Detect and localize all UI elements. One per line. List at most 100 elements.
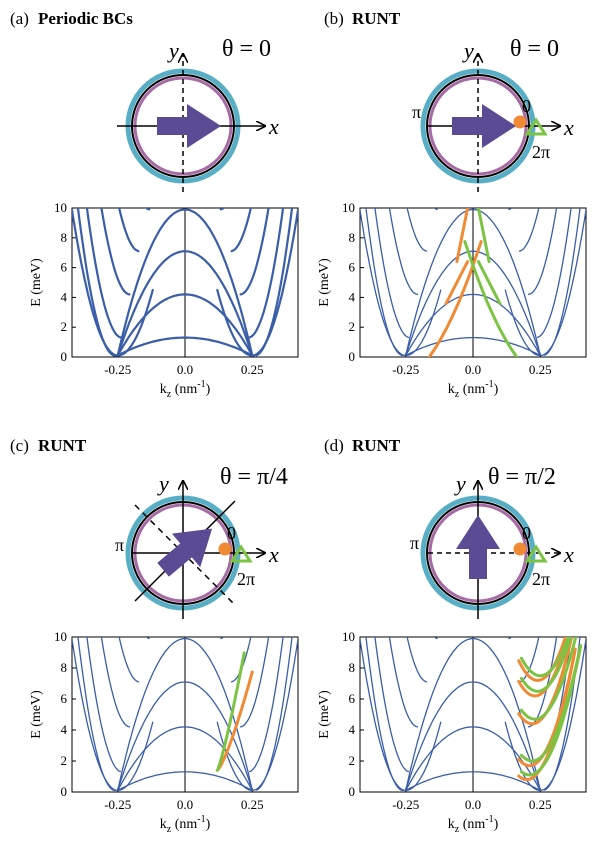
band-wall-left [374,208,410,339]
edge-state-green [519,644,583,763]
x-axis-label: x [563,115,574,140]
y-tick-label: 0 [61,349,68,364]
band-valley [360,209,442,357]
edge-state-orange [455,208,470,264]
panel-c: (c) RUNT θ = π/4 x y π 0 2π [10,436,288,619]
orange-dot-marker [218,542,232,556]
band-wall-right [239,208,270,296]
band-wall-right [248,637,284,773]
edge-state-orange [517,637,568,682]
panel-title: RUNT [38,436,87,455]
y-axis-label: y [167,38,179,63]
y-axis-title: E (meV) [29,258,44,307]
x-tick-label: 0.25 [529,362,552,377]
band-arc [117,771,253,792]
band-wall-right [544,208,581,356]
two-pi-label: 2π [532,142,550,162]
two-pi-label: 2π [237,569,255,589]
y-tick-label: 2 [61,753,68,768]
band-wall-right [527,637,558,728]
y-tick-label: 6 [61,260,68,275]
green-triangle-marker [229,544,253,563]
band-arc [405,771,541,792]
panel-title: Periodic BCs [38,9,133,28]
y-tick-label: 10 [342,200,355,215]
x-axis-label: x [268,542,279,567]
y-axis-title: E (meV) [317,258,332,307]
theta-label: θ = π/4 [220,464,288,490]
magnetization-arrow [157,528,213,577]
band-arc [405,293,541,357]
band-arc [116,336,254,357]
edge-state-green [476,208,491,264]
band-arc [116,250,254,357]
y-tick-label: 6 [61,691,68,706]
panel-title: RUNT [352,436,401,455]
band-wall-right [256,637,293,791]
x-tick-label: 0.25 [529,797,552,812]
y-tick-label: 4 [61,722,68,737]
band-wall-right [527,208,558,296]
x-tick-label: 0.0 [177,362,193,377]
y-tick-label: 10 [342,629,355,644]
edge-state-green [519,637,573,693]
theta-label: θ = π/2 [488,464,556,490]
edge-state-orange [444,260,470,305]
theta-label: θ = 0 [510,36,559,62]
y-tick-label: 2 [61,319,68,334]
band-wall-left [77,637,116,792]
panel-title: RUNT [352,9,401,28]
band-valley [504,638,586,792]
band-arc [117,637,253,792]
x-axis-label: x [268,114,279,139]
band-arc [405,726,541,792]
y-tick-label: 4 [61,289,68,304]
band-wall-right [248,208,285,339]
band-arc [117,681,253,792]
y-tick-label: 4 [349,289,356,304]
y-tick-label: 4 [349,722,356,737]
band-wall-right [518,637,540,683]
edge-state-green [519,637,570,678]
x-tick-label: -0.25 [104,797,131,812]
pi-label: π [115,535,124,555]
band-arc [116,208,254,357]
band-wall-left [406,208,428,252]
band-wall-left [85,208,122,339]
band-wall-right [239,637,270,728]
x-tick-label: 0.25 [241,797,264,812]
band-wall-right [536,208,572,339]
x-axis-title: kz (nm-1) [160,814,211,835]
edge-state-green [519,637,578,721]
x-tick-label: 0.0 [465,362,481,377]
x-axis-title: kz (nm-1) [160,379,211,400]
y-axis-title: E (meV) [317,690,332,739]
green-triangle-marker [524,544,548,563]
x-axis-title: kz (nm-1) [448,814,499,835]
panel-letter: (c) [10,436,29,455]
y-tick-label: 0 [349,349,356,364]
band-arc [405,208,541,357]
zero-label: 0 [522,96,531,116]
y-axis-label: y [157,471,169,496]
band-wall-left [388,637,419,728]
panel-d: (d) RUNT θ = π/2 x y π 0 2π [324,436,574,619]
band-wall-left [374,637,410,773]
band-valley [72,638,154,792]
y-tick-label: 6 [349,260,356,275]
pi-label: π [410,533,419,553]
edge-state-green [476,260,502,305]
y-tick-label: 8 [349,660,356,675]
y-tick-label: 8 [61,660,68,675]
band-wall-left [118,208,140,253]
band-wall-right [544,637,581,791]
band-plot-d: -0.25 0.0 0.25 0 2 4 6 8 10 kz (nm-1) E (meV) [317,629,587,835]
y-tick-label: 0 [349,784,356,799]
ring-diagram: x y π 0 2π [115,471,279,619]
band-wall-right [230,208,252,253]
two-pi-label: 2π [532,569,550,589]
magnetization-arrow [456,515,500,579]
band-valley [504,209,586,357]
band-arc [116,293,254,357]
